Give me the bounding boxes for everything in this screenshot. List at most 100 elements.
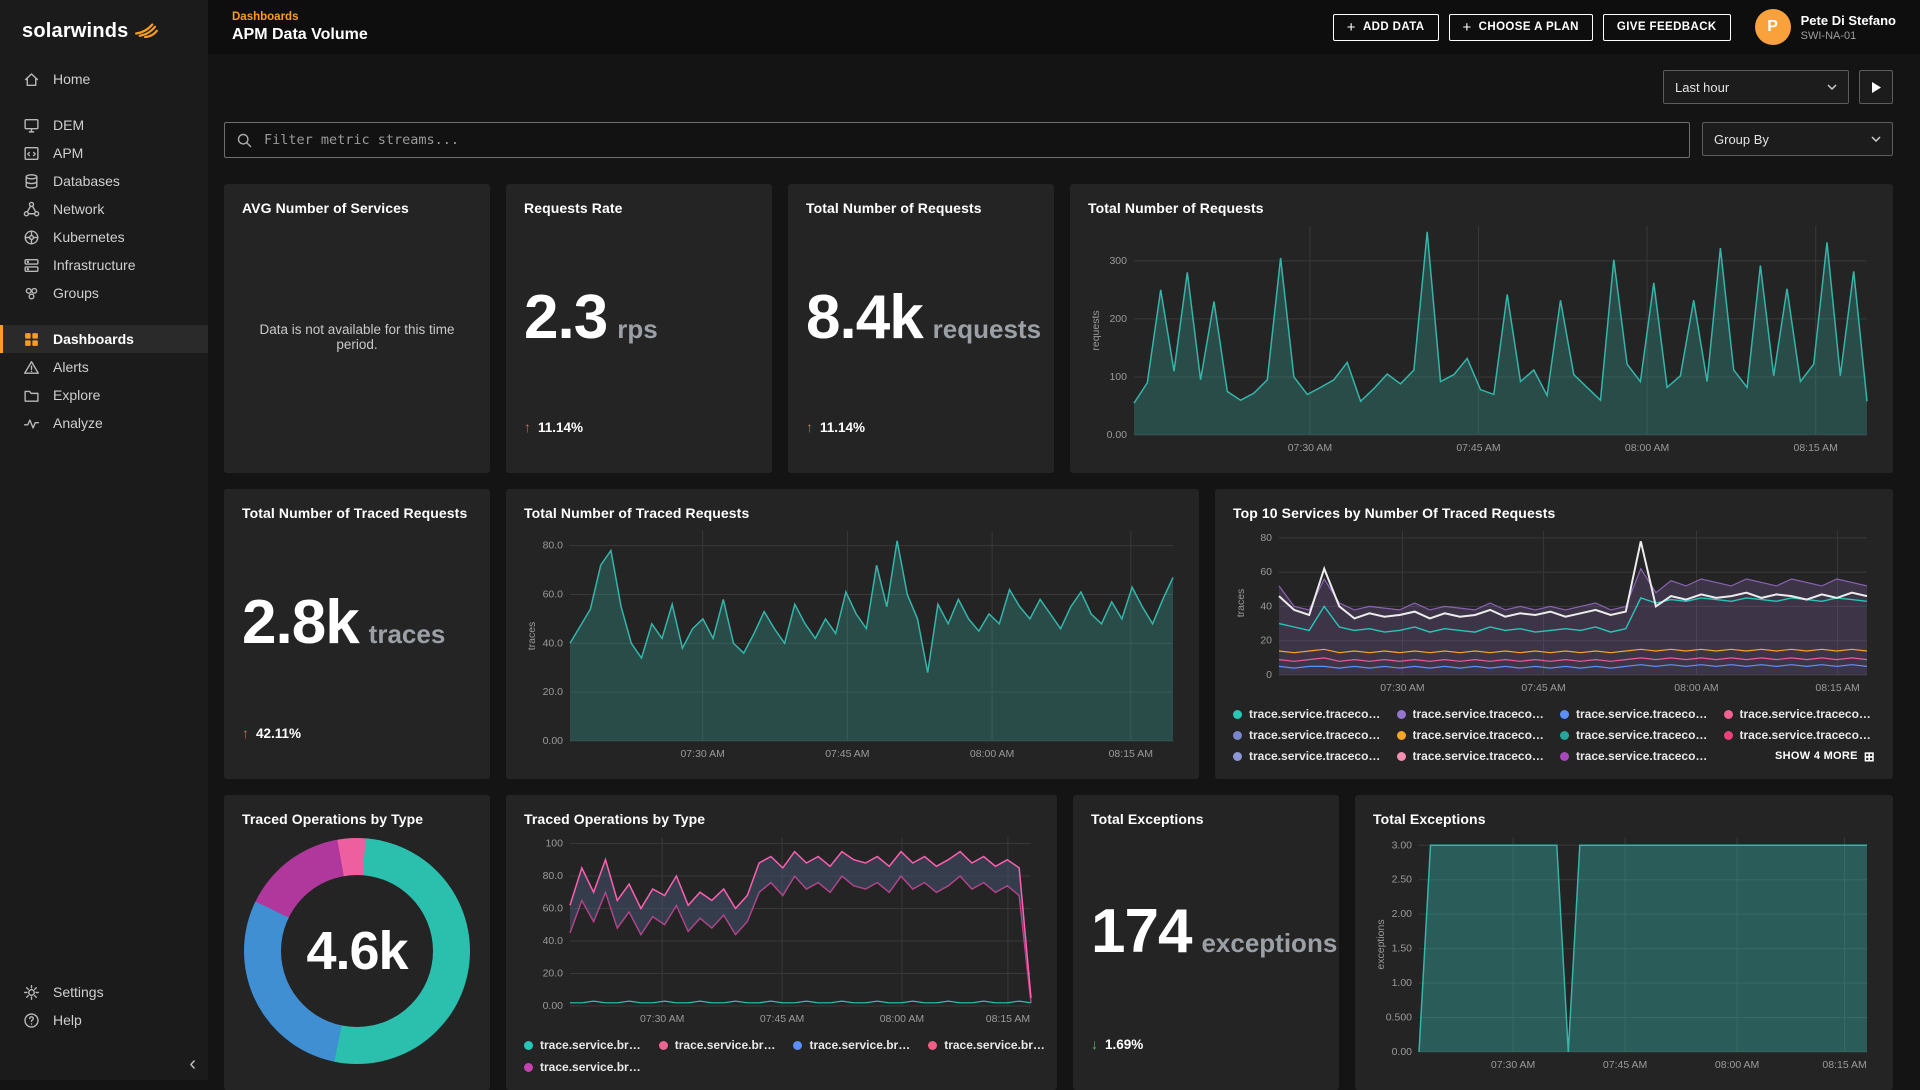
svg-text:80: 80 (1260, 532, 1272, 544)
legend-dot (1396, 751, 1406, 761)
legend-item[interactable]: trace.service.tracecou… (1560, 728, 1712, 742)
legend-item[interactable]: trace.service.br… (524, 1060, 641, 1074)
kpi-delta: ↓ 1.69% (1091, 1036, 1144, 1052)
add-data-button[interactable]: + ADD DATA (1332, 13, 1439, 41)
legend-item[interactable]: trace.service.tracecou… (1233, 707, 1385, 721)
play-button[interactable] (1859, 70, 1893, 104)
kubernetes-icon (23, 229, 40, 246)
card-traced-operations-chart: Traced Operations by Type 0.00 20.0 40.0 60… (506, 795, 1057, 1090)
group-by-select[interactable]: Group By (1702, 122, 1893, 156)
sidebar-item-analyze[interactable]: Analyze (0, 409, 208, 437)
legend-item[interactable]: trace.service.tracecou… (1560, 749, 1712, 763)
sidebar-item-groups[interactable]: Groups (0, 279, 208, 307)
legend-item[interactable]: trace.service.tracecou… (1396, 707, 1548, 721)
legend-item[interactable]: trace.service.br… (928, 1038, 1045, 1052)
sidebar-item-network[interactable]: Network (0, 195, 208, 223)
avatar[interactable]: P (1754, 9, 1791, 45)
user-menu[interactable]: P Pete Di Stefano SWI-NA-01 (1754, 9, 1896, 45)
legend-item[interactable]: trace.service.tracecou… (1560, 707, 1712, 721)
show-more-button[interactable]: SHOW 4 MORE ⊞ (1775, 748, 1875, 764)
legend-dot (524, 1040, 533, 1050)
logo-text: solarwinds (22, 20, 129, 42)
breadcrumb[interactable]: Dashboards (232, 10, 299, 23)
card-title: Total Number of Requests (806, 200, 982, 216)
time-range-select[interactable]: Last hour (1663, 70, 1849, 104)
total-requests-chart: 0.00 100 200 300 07:30 AM 07:45 AM 08:00 AM 08:… (1088, 216, 1875, 457)
give-feedback-button[interactable]: GIVE FEEDBACK (1602, 13, 1731, 41)
svg-text:0.00: 0.00 (543, 735, 564, 747)
card-requests-rate: Requests Rate 2.3 rps ↑ 11.14% (506, 184, 772, 473)
svg-text:0.00: 0.00 (1107, 429, 1128, 441)
card-title: Total Number of Traced Requests (242, 505, 468, 521)
svg-text:requests: requests (1090, 310, 1102, 350)
legend-item[interactable]: trace.service.br… (658, 1038, 775, 1052)
svg-text:0.00: 0.00 (543, 1000, 564, 1012)
apm-icon (23, 145, 40, 162)
choose-a-plan-button[interactable]: + CHOOSE A PLAN (1448, 13, 1593, 41)
sidebar-item-settings[interactable]: Settings (0, 978, 208, 1006)
kpi-value: 2.3 (524, 282, 608, 352)
card-title: Traced Operations by Type (524, 811, 706, 827)
sidebar-item-databases[interactable]: Databases (0, 167, 208, 195)
sidebar-item-alerts[interactable]: Alerts (0, 353, 208, 381)
sidebar-item-kubernetes[interactable]: Kubernetes (0, 223, 208, 251)
legend-item[interactable]: trace.service.tracecou… (1723, 728, 1875, 742)
chevron-down-icon (1871, 136, 1881, 142)
legend-item[interactable]: trace.service.br… (793, 1038, 910, 1052)
sidebar-item-apm[interactable]: APM (0, 139, 208, 167)
settings-icon (23, 984, 40, 1001)
svg-text:60.0: 60.0 (543, 903, 564, 915)
svg-text:08:15 AM: 08:15 AM (1815, 682, 1859, 694)
legend-item[interactable]: trace.service.tracecou… (1723, 707, 1875, 721)
card-traced-requests-chart: Total Number of Traced Requests 0.00 20.0… (506, 489, 1199, 779)
explore-icon (23, 387, 40, 404)
card-title: Total Number of Traced Requests (524, 505, 750, 521)
legend-item[interactable]: trace.service.br… (524, 1038, 641, 1052)
plus-icon: + (1462, 18, 1472, 36)
svg-text:07:45 AM: 07:45 AM (760, 1013, 804, 1025)
card-title: Total Exceptions (1091, 811, 1204, 827)
kpi-unit: requests (932, 313, 1042, 344)
sidebar-item-infrastructure[interactable]: Infrastructure (0, 251, 208, 279)
sidebar-item-home[interactable]: Home (0, 65, 208, 93)
kpi-delta: ↑ 11.14% (806, 419, 866, 435)
svg-text:08:15 AM: 08:15 AM (1109, 748, 1153, 760)
delta-arrow-icon: ↑ (806, 419, 813, 435)
svg-text:300: 300 (1109, 255, 1127, 267)
svg-text:20: 20 (1260, 635, 1272, 647)
card-traced-operations-donut: Traced Operations by Type 4.6k (224, 795, 490, 1090)
databases-icon (23, 173, 40, 190)
card-total-exceptions-chart: Total Exceptions 0.00 0.500 1.00 1.50 2.00 2.… (1355, 795, 1893, 1090)
legend-item[interactable]: trace.service.tracecou… (1396, 728, 1548, 742)
svg-text:0.500: 0.500 (1386, 1012, 1412, 1024)
sidebar-item-help[interactable]: Help (0, 1006, 208, 1034)
sidebar-collapse-button[interactable]: ‹ (189, 1053, 196, 1075)
legend-dot (1560, 751, 1569, 761)
svg-text:08:15 AM: 08:15 AM (1794, 442, 1838, 454)
kpi-value: 174 (1091, 896, 1192, 966)
svg-text:08:00 AM: 08:00 AM (1625, 442, 1669, 454)
svg-text:0: 0 (1266, 669, 1272, 681)
groups-icon (23, 285, 40, 302)
card-total-exceptions-kpi: Total Exceptions 174 exceptions ↓ 1.69% (1073, 795, 1339, 1090)
legend-dot (1560, 709, 1569, 719)
sidebar-item-dem[interactable]: DEM (0, 111, 208, 139)
svg-text:40.0: 40.0 (543, 637, 564, 649)
sidebar-item-dashboards[interactable]: Dashboards (0, 325, 208, 353)
svg-text:0.00: 0.00 (1392, 1046, 1413, 1058)
legend-dot (793, 1040, 803, 1050)
metric-filter-input[interactable] (262, 131, 1677, 149)
sidebar-footer: Settings Help (0, 978, 208, 1034)
svg-text:20.0: 20.0 (543, 686, 564, 698)
svg-text:40: 40 (1260, 600, 1272, 612)
svg-text:07:30 AM: 07:30 AM (680, 748, 724, 760)
legend-item[interactable]: trace.service.tracecou… (1233, 728, 1385, 742)
sidebar-item-explore[interactable]: Explore (0, 381, 208, 409)
chart-svg: 0.00 20.0 40.0 60.0 80.0 100 07:30 AM 07:45 AM 0… (543, 837, 1032, 1025)
top-services-chart: 0 20 40 60 80 07:30 AM 07:45 AM 08:00 AM 08:15 A… (1233, 521, 1875, 697)
legend-item[interactable]: trace.service.tracecou… (1396, 749, 1548, 763)
svg-text:07:30 AM: 07:30 AM (1380, 682, 1424, 694)
solarwinds-logo[interactable]: solarwinds (0, 0, 208, 59)
analyze-icon (23, 415, 40, 432)
legend-item[interactable]: trace.service.tracecou… (1233, 749, 1385, 763)
